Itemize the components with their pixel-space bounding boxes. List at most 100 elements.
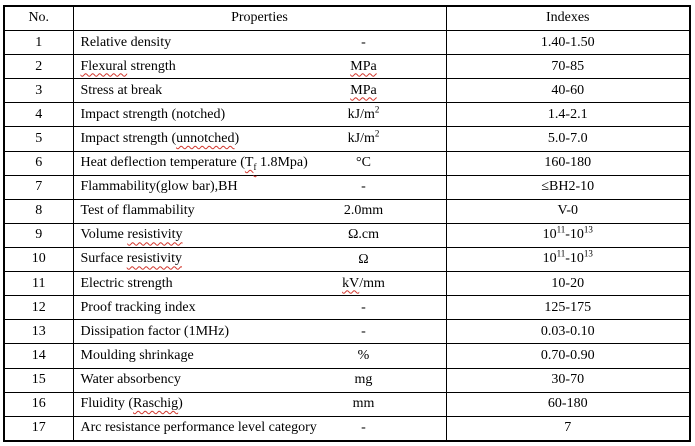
table-row: 10 Surface resistivity Ω 1011-1013	[3, 246, 691, 273]
property-name: Electric strength	[81, 276, 173, 292]
row-number-cell: 2	[3, 54, 74, 80]
text-segment: Fluidity (	[80, 396, 134, 412]
property-inner: Fluidity (Raschig) mm	[74, 393, 446, 416]
property-inner: Flexural strength MPa	[74, 55, 446, 78]
row-number-cell: 11	[3, 271, 74, 297]
property-unit: MPa	[284, 83, 444, 99]
table-row: 9 Volume resistivity Ω.cm 1011-1013	[3, 222, 691, 248]
text-segment: Electric strength	[80, 275, 173, 291]
property-name: Flammability(glow bar),BH	[81, 179, 238, 195]
text-segment: 40-60	[551, 82, 585, 98]
property-unit: 2.0mm	[284, 203, 444, 219]
property-inner: Moulding shrinkage%	[74, 344, 446, 367]
row-number-cell: 5	[3, 126, 74, 152]
row-number-cell: 4	[3, 102, 74, 128]
property-inner: Heat deflection temperature (Tf 1.8Mpa) °…	[74, 152, 446, 175]
property-inner: Flammability(glow bar),BH -	[74, 176, 446, 199]
text-segment: Moulding shrinkage	[80, 347, 194, 363]
text-segment: strength	[127, 58, 176, 74]
property-unit: -	[284, 300, 444, 316]
text-segment: ≤BH2-10	[541, 179, 595, 195]
index-value-cell: 1.4-2.1	[445, 102, 691, 128]
property-name: Moulding shrinkage	[81, 348, 194, 364]
property-cell: Flammability(glow bar),BH -	[72, 174, 447, 200]
property-cell: Relative density -	[72, 29, 447, 56]
property-inner: Impact strength (unnotched) kJ/m2	[74, 127, 446, 150]
property-cell: Heat deflection temperature (Tf 1.8Mpa) °…	[72, 150, 447, 176]
text-segment: kV	[342, 275, 360, 291]
table-row: 5 Impact strength (unnotched) kJ/m2 5.0-7.0	[3, 126, 691, 152]
property-unit: mg	[284, 372, 444, 388]
property-cell: Volume resistivity Ω.cm	[72, 222, 447, 248]
text-segment: 5.0-7.0	[547, 130, 588, 146]
row-number-cell: 9	[3, 222, 74, 248]
property-cell: Stress at break MPa	[72, 78, 447, 104]
row-number-cell: 1	[3, 29, 74, 56]
index-value-cell: 160-180	[445, 150, 691, 176]
table-row: 11 Electric strength kV/mm 10-20	[3, 271, 691, 297]
text-segment: Flexural	[80, 58, 128, 74]
index-value-cell: ≤BH2-10	[445, 174, 691, 200]
property-inner: Electric strength kV/mm	[74, 272, 446, 295]
text-segment: Relative density	[80, 34, 172, 50]
text-segment: Arc resistance performance level categor…	[80, 420, 317, 436]
row-number-cell: 14	[3, 343, 74, 369]
col-header-indexes: Indexes	[445, 5, 691, 31]
text-segment: -	[361, 299, 366, 315]
property-name: Volume resistivity	[81, 227, 183, 243]
text-segment: unnotched	[176, 130, 235, 146]
property-unit: kV/mm	[284, 276, 444, 292]
text-segment: MPa	[350, 82, 377, 98]
table-row: 3 Stress at break MPa 40-60	[3, 78, 691, 104]
text-segment: 60-180	[547, 396, 588, 412]
index-value-cell: 1.40-1.50	[445, 29, 691, 56]
index-value-cell: 7	[445, 415, 691, 442]
property-name: Relative density	[81, 35, 172, 51]
table-row: 7 Flammability(glow bar),BH - ≤BH2-10	[3, 174, 691, 200]
text-segment: MPa	[350, 58, 377, 74]
header-row: No. Properties Indexes	[3, 5, 691, 31]
text-segment: mg	[354, 372, 373, 388]
row-number-cell: 3	[3, 78, 74, 104]
text-segment: 2.0mm	[343, 203, 384, 219]
table-row: 8 Test of flammability 2.0mm V-0	[3, 198, 691, 224]
property-inner: Relative density -	[74, 31, 446, 54]
table-row: 17 Arc resistance performance level categ…	[3, 415, 691, 442]
text-segment: 30-70	[551, 372, 585, 388]
property-inner: Water absorbency mg	[74, 369, 446, 392]
property-cell: Moulding shrinkage%	[72, 343, 447, 369]
text-segment: Heat deflection temperature (	[80, 155, 245, 171]
text-segment: 7	[564, 420, 572, 436]
property-unit: -	[284, 420, 444, 436]
property-inner: Volume resistivity Ω.cm	[74, 224, 446, 247]
property-name: Test of flammability	[81, 203, 195, 219]
text-segment: kJ/m	[347, 130, 375, 146]
index-value-cell: 40-60	[445, 78, 691, 104]
text-segment: -	[361, 323, 366, 339]
text-segment: 13	[583, 248, 593, 259]
property-cell: Impact strength (unnotched) kJ/m2	[72, 126, 447, 152]
property-cell: Flexural strength MPa	[72, 54, 447, 80]
text-segment: Ω	[358, 251, 369, 267]
property-cell: Surface resistivity Ω	[72, 246, 447, 273]
text-segment: 70-85	[551, 58, 585, 74]
property-name: Dissipation factor (1MHz)	[81, 324, 230, 340]
text-segment: )	[234, 130, 240, 146]
property-cell: Proof tracking index -	[72, 295, 447, 321]
table-row: 12 Proof tracking index - 125-175	[3, 295, 691, 321]
index-value-cell: 125-175	[445, 295, 691, 321]
property-cell: Impact strength (notched) kJ/m2	[72, 102, 447, 128]
text-segment: Raschig	[133, 396, 179, 412]
property-unit: MPa	[284, 59, 444, 75]
index-value-cell: 0.03-0.10	[445, 319, 691, 345]
text-segment: Proof tracking index	[80, 299, 196, 315]
text-segment: resistivity	[126, 251, 182, 267]
property-unit: -	[284, 324, 444, 340]
table-row: 14 Moulding shrinkage% 0.70-0.90	[3, 343, 691, 369]
table-row: 2 Flexural strength MPa 70-85	[3, 54, 691, 80]
properties-indexes-table: No. Properties Indexes 1 Relative density…	[3, 5, 691, 442]
text-segment: Flammability(glow bar),BH	[80, 179, 238, 195]
text-segment: 10	[542, 227, 557, 243]
row-number-cell: 13	[3, 319, 74, 345]
property-name: Fluidity (Raschig)	[81, 396, 183, 412]
